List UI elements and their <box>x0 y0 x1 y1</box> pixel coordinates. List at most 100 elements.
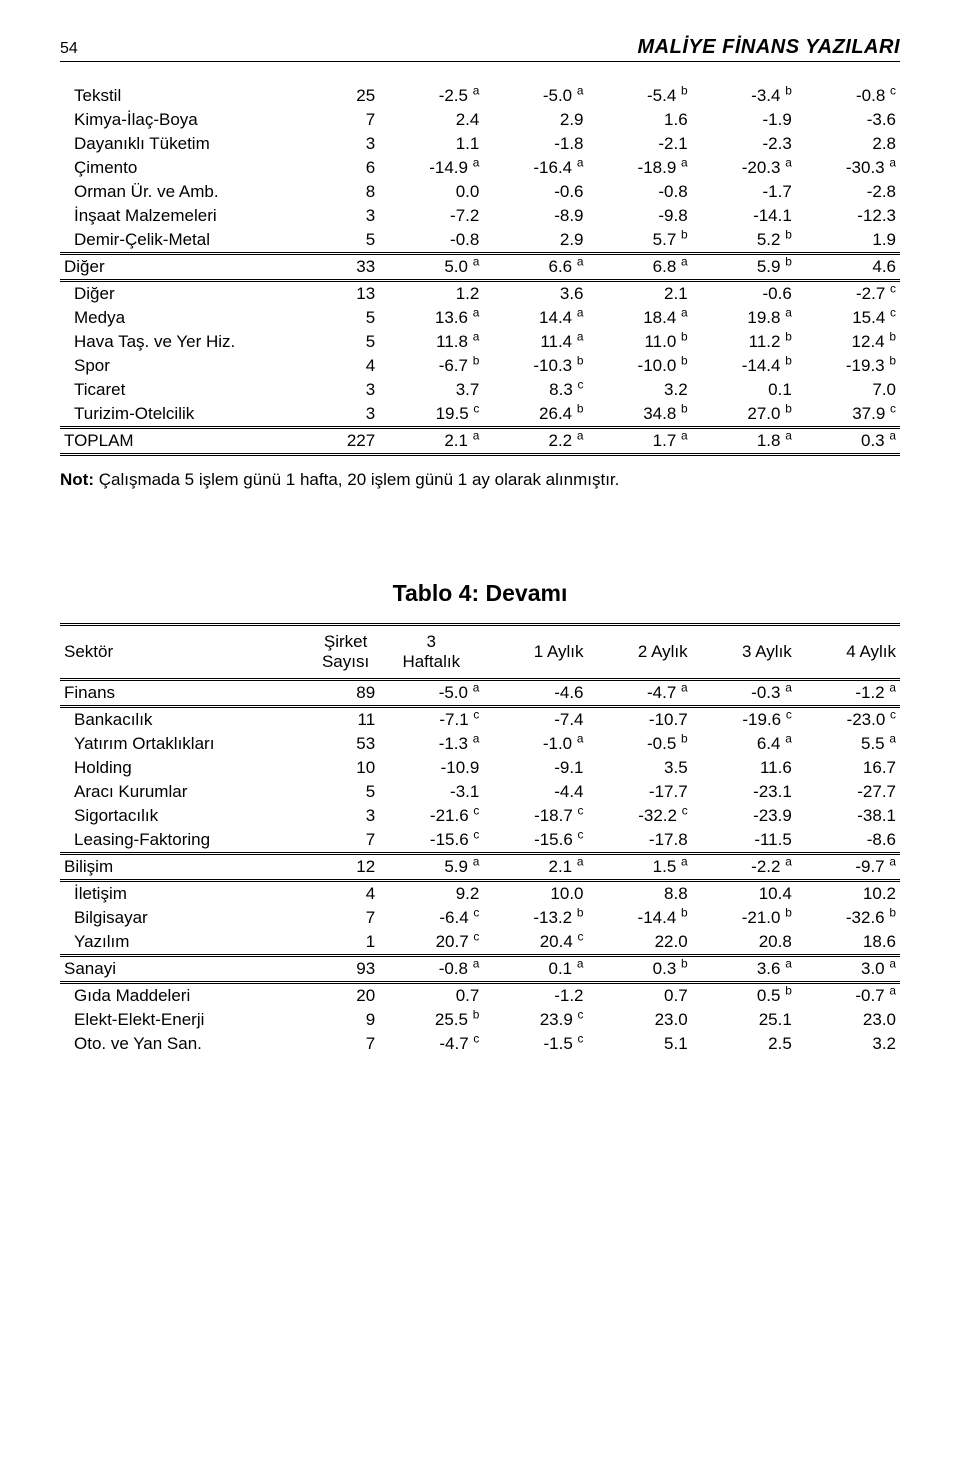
count-cell: 3 <box>312 402 379 428</box>
value-cell: -7.1 c <box>379 707 483 733</box>
count-cell: 3 <box>312 132 379 156</box>
value-cell: -1.5 c <box>483 1032 587 1056</box>
value-cell: -0.8 <box>588 180 692 204</box>
value-cell: 0.1 <box>692 378 796 402</box>
col-3-haftalik: 3 Haftalık <box>379 625 483 680</box>
table-row: Ticaret33.78.3 c3.20.17.0 <box>60 378 900 402</box>
value-cell: 11.0 b <box>588 330 692 354</box>
value-cell: -27.7 <box>796 780 900 804</box>
value-cell: -17.7 <box>588 780 692 804</box>
value-cell: 5.0 a <box>379 254 483 281</box>
value-cell: -13.2 b <box>483 906 587 930</box>
value-cell: 10.4 <box>692 881 796 907</box>
value-cell: 10.2 <box>796 881 900 907</box>
value-cell: -9.7 a <box>796 854 900 881</box>
table4-title: Tablo 4: Devamı <box>60 580 900 607</box>
value-cell: 2.9 <box>483 228 587 254</box>
value-cell: 8.8 <box>588 881 692 907</box>
value-cell: 6.6 a <box>483 254 587 281</box>
value-cell: 10.0 <box>483 881 587 907</box>
value-cell: 5.1 <box>588 1032 692 1056</box>
table-row: Sanayi93-0.8 a0.1 a0.3 b3.6 a3.0 a <box>60 956 900 983</box>
value-cell: -2.5 a <box>379 84 483 108</box>
value-cell: 0.1 a <box>483 956 587 983</box>
row-label: Diğer <box>60 254 312 281</box>
value-cell: -0.8 <box>379 228 483 254</box>
value-cell: 3.6 a <box>692 956 796 983</box>
row-label: Turizim-Otelcilik <box>60 402 312 428</box>
row-label: İnşaat Malzemeleri <box>60 204 312 228</box>
value-cell: -0.8 c <box>796 84 900 108</box>
row-label: Bilgisayar <box>60 906 312 930</box>
table-row: Holding10-10.9-9.13.511.616.7 <box>60 756 900 780</box>
table-row: Turizim-Otelcilik319.5 c26.4 b34.8 b27.0… <box>60 402 900 428</box>
value-cell: 11.4 a <box>483 330 587 354</box>
count-cell: 5 <box>312 780 379 804</box>
col-4-aylik: 4 Aylık <box>796 625 900 680</box>
value-cell: 5.2 b <box>692 228 796 254</box>
count-cell: 4 <box>312 881 379 907</box>
value-cell: -12.3 <box>796 204 900 228</box>
table-row: Medya513.6 a14.4 a18.4 a19.8 a15.4 c <box>60 306 900 330</box>
count-cell: 5 <box>312 330 379 354</box>
value-cell: 20.4 c <box>483 930 587 956</box>
value-cell: 23.9 c <box>483 1008 587 1032</box>
value-cell: 1.8 a <box>692 428 796 455</box>
value-cell: -21.0 b <box>692 906 796 930</box>
table-row: Dayanıklı Tüketim31.1-1.8-2.1-2.32.8 <box>60 132 900 156</box>
table-row: Çimento6-14.9 a-16.4 a-18.9 a-20.3 a-30.… <box>60 156 900 180</box>
value-cell: 11.8 a <box>379 330 483 354</box>
value-cell: 6.4 a <box>692 732 796 756</box>
value-cell: -14.9 a <box>379 156 483 180</box>
table-row: Yazılım120.7 c20.4 c22.020.818.6 <box>60 930 900 956</box>
value-cell: 3.2 <box>796 1032 900 1056</box>
value-cell: -1.0 a <box>483 732 587 756</box>
value-cell: -20.3 a <box>692 156 796 180</box>
value-cell: 12.4 b <box>796 330 900 354</box>
value-cell: 25.1 <box>692 1008 796 1032</box>
value-cell: -14.4 b <box>692 354 796 378</box>
value-cell: -7.4 <box>483 707 587 733</box>
value-cell: 0.3 a <box>796 428 900 455</box>
table-top: Tekstil25-2.5 a-5.0 a-5.4 b-3.4 b-0.8 cK… <box>60 84 900 456</box>
value-cell: -1.2 <box>483 983 587 1009</box>
value-cell: 34.8 b <box>588 402 692 428</box>
value-cell: -2.2 a <box>692 854 796 881</box>
value-cell: -23.0 c <box>796 707 900 733</box>
value-cell: 5.9 a <box>379 854 483 881</box>
row-label: Çimento <box>60 156 312 180</box>
value-cell: 0.0 <box>379 180 483 204</box>
count-cell: 3 <box>312 378 379 402</box>
value-cell: -14.1 <box>692 204 796 228</box>
count-cell: 3 <box>312 204 379 228</box>
value-cell: -30.3 a <box>796 156 900 180</box>
value-cell: 2.9 <box>483 108 587 132</box>
table-row: Demir-Çelik-Metal5-0.82.95.7 b5.2 b1.9 <box>60 228 900 254</box>
value-cell: 27.0 b <box>692 402 796 428</box>
value-cell: -1.3 a <box>379 732 483 756</box>
value-cell: 2.1 a <box>483 854 587 881</box>
count-cell: 5 <box>312 306 379 330</box>
value-cell: -0.8 a <box>379 956 483 983</box>
value-cell: 0.7 <box>379 983 483 1009</box>
row-label: Spor <box>60 354 312 378</box>
value-cell: 1.7 a <box>588 428 692 455</box>
value-cell: 20.7 c <box>379 930 483 956</box>
row-label: Tekstil <box>60 84 312 108</box>
row-label: Dayanıklı Tüketim <box>60 132 312 156</box>
table-row: Hava Taş. ve Yer Hiz.511.8 a11.4 a11.0 b… <box>60 330 900 354</box>
table-note: Not: Çalışmada 5 işlem günü 1 hafta, 20 … <box>60 470 900 490</box>
row-label: Bankacılık <box>60 707 312 733</box>
col-sektor: Sektör <box>60 625 312 680</box>
value-cell: -10.0 b <box>588 354 692 378</box>
table-row: İletişim49.210.08.810.410.2 <box>60 881 900 907</box>
row-label: Demir-Çelik-Metal <box>60 228 312 254</box>
table-row: Gıda Maddeleri200.7-1.20.70.5 b-0.7 a <box>60 983 900 1009</box>
value-cell: -6.7 b <box>379 354 483 378</box>
count-cell: 25 <box>312 84 379 108</box>
count-cell: 11 <box>312 707 379 733</box>
value-cell: -4.4 <box>483 780 587 804</box>
value-cell: -10.7 <box>588 707 692 733</box>
value-cell: -3.4 b <box>692 84 796 108</box>
count-cell: 7 <box>312 1032 379 1056</box>
